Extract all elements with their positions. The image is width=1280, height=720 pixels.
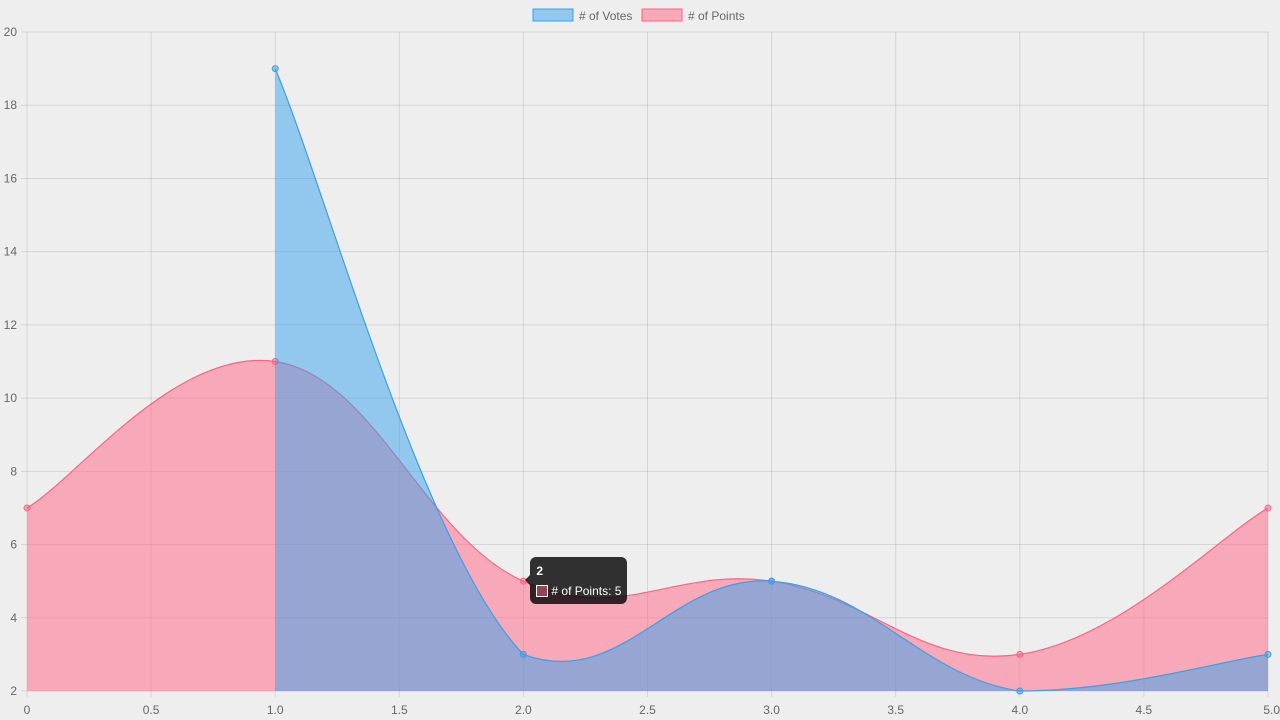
x-tick-label: 4.0 xyxy=(1011,703,1028,717)
legend-label: # of Points xyxy=(688,9,745,23)
tooltip-title: 2 xyxy=(536,564,544,579)
x-tick-label: 4.5 xyxy=(1136,703,1153,717)
axes: 0 0.5 1.0 1.5 2.0 2.5 3.0 3.5 4.0 4.5 5.0 2 4 6 8 10 12 1… xyxy=(4,25,1280,717)
chart-tooltip: 2 # of Points: 5 xyxy=(525,557,628,605)
x-tick-label: 1.0 xyxy=(267,703,284,717)
x-tick-label: 2.5 xyxy=(639,703,656,717)
data-point[interactable] xyxy=(23,504,31,512)
y-tick-label: 18 xyxy=(4,98,18,112)
legend[interactable]: # of Votes # of Points xyxy=(532,8,745,23)
tooltip-label: # of Points: 5 xyxy=(551,584,622,599)
y-tick-label: 4 xyxy=(10,611,17,625)
y-tick-label: 14 xyxy=(4,245,18,259)
y-tick-label: 20 xyxy=(4,25,18,39)
data-point[interactable] xyxy=(1264,504,1272,512)
data-point[interactable] xyxy=(768,577,776,585)
data-point[interactable] xyxy=(1016,687,1024,695)
series-line xyxy=(274,68,1269,692)
y-tick-label: 16 xyxy=(4,171,18,185)
series-layer xyxy=(23,65,1272,695)
x-tick-label: 0 xyxy=(24,703,31,717)
legend-swatch xyxy=(641,8,683,22)
data-point[interactable] xyxy=(519,650,527,658)
y-tick-label: 6 xyxy=(10,538,17,552)
legend-item[interactable]: # of Votes xyxy=(532,8,632,23)
data-point[interactable] xyxy=(271,65,279,73)
x-tick-label: 1.5 xyxy=(391,703,408,717)
series-of-votes xyxy=(271,65,1272,695)
x-tick-label: 3.0 xyxy=(763,703,780,717)
x-tick-label: 0.5 xyxy=(143,703,160,717)
legend-item[interactable]: # of Points xyxy=(641,8,745,23)
legend-label: # of Votes xyxy=(579,9,632,23)
series-line xyxy=(26,359,1269,657)
data-point[interactable] xyxy=(1016,650,1024,658)
x-tick-label: 3.5 xyxy=(887,703,904,717)
y-tick-label: 12 xyxy=(4,318,18,332)
x-tick-label: 2.0 xyxy=(515,703,532,717)
legend-swatch xyxy=(532,8,574,22)
tooltip-row: # of Points: 5 xyxy=(536,583,621,599)
x-tick-label: 5.0 xyxy=(1263,703,1280,717)
y-tick-label: 10 xyxy=(4,391,18,405)
series-area xyxy=(275,68,1268,692)
y-tick-label: 8 xyxy=(10,464,17,478)
tooltip-swatch xyxy=(536,585,549,598)
y-tick-label: 2 xyxy=(10,684,17,698)
data-point[interactable] xyxy=(1264,650,1272,658)
